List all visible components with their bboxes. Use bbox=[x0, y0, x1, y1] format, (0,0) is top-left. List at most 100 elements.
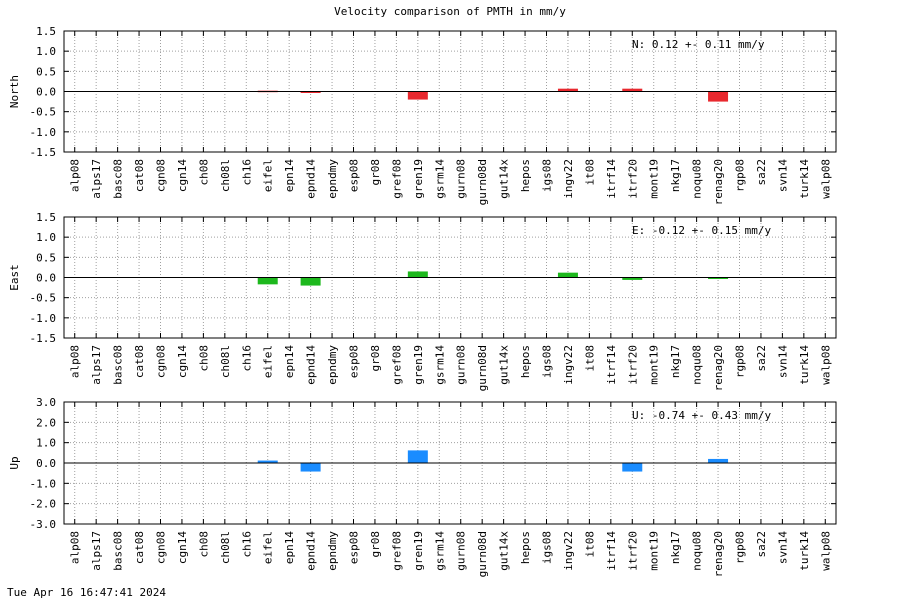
x-tick-label-basc08: basc08 bbox=[112, 159, 125, 199]
x-tick-label-ch08l: ch08l bbox=[219, 345, 232, 378]
bar-epnd14 bbox=[300, 91, 321, 93]
x-tick-label-ch16: ch16 bbox=[240, 159, 253, 186]
x-tick-label-mont19: mont19 bbox=[648, 345, 661, 385]
x-tick-label-gurn08: gurn08 bbox=[455, 345, 468, 385]
x-tick-label-gr08: gr08 bbox=[369, 159, 382, 186]
x-tick-label-cgn14: cgn14 bbox=[176, 159, 189, 192]
x-tick-label-nkg17: nkg17 bbox=[669, 531, 682, 564]
x-tick-label-alp08: alp08 bbox=[69, 159, 82, 192]
x-tick-label-svn14: svn14 bbox=[776, 159, 789, 192]
bar-renag20 bbox=[708, 277, 729, 279]
y-tick-label: 0.5 bbox=[36, 65, 56, 78]
x-tick-label-hepos: hepos bbox=[519, 531, 532, 564]
y-tick-label: 1.0 bbox=[36, 231, 56, 244]
x-tick-label-ingv22: ingv22 bbox=[562, 159, 575, 199]
bar-gren19 bbox=[407, 271, 428, 278]
x-tick-label-hepos: hepos bbox=[519, 159, 532, 192]
bar-ingv22 bbox=[557, 272, 578, 278]
x-tick-label-it08: it08 bbox=[583, 159, 596, 186]
x-tick-label-itrf14: itrf14 bbox=[605, 159, 618, 199]
bar-gren19 bbox=[407, 91, 428, 100]
y-tick-label: -1.5 bbox=[30, 146, 57, 159]
y-tick-label: -0.5 bbox=[30, 292, 57, 305]
x-tick-label-sa22: sa22 bbox=[755, 159, 768, 186]
x-tick-label-gren19: gren19 bbox=[412, 159, 425, 199]
x-tick-label-ch08l: ch08l bbox=[219, 531, 232, 564]
chart-title: Velocity comparison of PMTH in mm/y bbox=[334, 5, 566, 18]
x-tick-label-cgn08: cgn08 bbox=[155, 531, 168, 564]
y-tick-label: 0.0 bbox=[36, 272, 56, 285]
x-tick-label-alp08: alp08 bbox=[69, 345, 82, 378]
x-tick-label-ch16: ch16 bbox=[240, 345, 253, 372]
x-tick-label-ingv22: ingv22 bbox=[562, 531, 575, 571]
bar-itrf20 bbox=[622, 463, 643, 472]
x-tick-label-alps17: alps17 bbox=[90, 345, 103, 385]
x-tick-label-igs08: igs08 bbox=[541, 159, 554, 192]
x-tick-label-cgn08: cgn08 bbox=[155, 159, 168, 192]
x-tick-label-ch08: ch08 bbox=[197, 159, 210, 186]
chart-panel-east: -1.5 -1.0 -0.5 0.0 0.5 1.0 1.5 alp08 alps17 basc0… bbox=[8, 211, 837, 391]
x-tick-label-gurn08d: gurn08d bbox=[476, 531, 489, 577]
y-tick-label: -1.5 bbox=[30, 332, 57, 345]
bar-ingv22 bbox=[557, 88, 578, 92]
x-tick-label-turk14: turk14 bbox=[798, 345, 811, 385]
x-tick-label-itrf20: itrf20 bbox=[626, 345, 639, 385]
x-tick-label-igs08: igs08 bbox=[541, 345, 554, 378]
x-tick-label-gut14x: gut14x bbox=[498, 531, 511, 571]
x-tick-label-noqu08: noqu08 bbox=[691, 345, 704, 385]
x-tick-label-epn14: epn14 bbox=[283, 159, 296, 192]
y-tick-label: -3.0 bbox=[30, 518, 57, 531]
y-tick-label: 2.0 bbox=[36, 416, 56, 429]
y-tick-label: -1.0 bbox=[30, 126, 57, 139]
x-tick-label-renag20: renag20 bbox=[712, 159, 725, 205]
x-tick-label-alps17: alps17 bbox=[90, 531, 103, 571]
chart-panel-north: -1.5 -1.0 -0.5 0.0 0.5 1.0 1.5 alp08 alps17 basc0… bbox=[8, 25, 837, 205]
x-tick-label-ch16: ch16 bbox=[240, 531, 253, 558]
y-tick-label: -1.0 bbox=[30, 312, 57, 325]
x-tick-label-rgp08: rgp08 bbox=[734, 159, 747, 192]
x-tick-label-alps17: alps17 bbox=[90, 159, 103, 199]
x-tick-label-epnd14: epnd14 bbox=[305, 345, 318, 385]
chart-panel-up: -3.0 -2.0 -1.0 0.0 1.0 2.0 3.0 alp08 alps17 basc0… bbox=[8, 396, 837, 577]
y-tick-label: 0.0 bbox=[36, 457, 56, 470]
x-tick-label-cat08: cat08 bbox=[133, 159, 146, 192]
x-tick-label-epn14: epn14 bbox=[283, 345, 296, 378]
x-tick-label-itrf20: itrf20 bbox=[626, 531, 639, 571]
x-tick-label-svn14: svn14 bbox=[776, 345, 789, 378]
timestamp-footer: Tue Apr 16 16:47:41 2024 bbox=[7, 586, 166, 599]
x-tick-label-rgp08: rgp08 bbox=[734, 345, 747, 378]
x-tick-label-esp08: esp08 bbox=[348, 531, 361, 564]
x-tick-label-gref08: gref08 bbox=[390, 159, 403, 199]
x-tick-label-sa22: sa22 bbox=[755, 345, 768, 372]
x-tick-label-nkg17: nkg17 bbox=[669, 345, 682, 378]
y-tick-label: -1.0 bbox=[30, 477, 57, 490]
y-axis-label: East bbox=[8, 264, 21, 291]
x-tick-label-gurn08: gurn08 bbox=[455, 159, 468, 199]
stats-annotation: E: -0.12 +- 0.15 mm/y bbox=[632, 224, 771, 237]
x-tick-label-gsrm14: gsrm14 bbox=[433, 345, 446, 385]
x-tick-label-walp08: walp08 bbox=[819, 531, 832, 571]
x-tick-label-ch08l: ch08l bbox=[219, 159, 232, 192]
x-tick-label-basc08: basc08 bbox=[112, 531, 125, 571]
y-tick-label: -0.5 bbox=[30, 106, 57, 119]
x-tick-label-mont19: mont19 bbox=[648, 531, 661, 571]
x-tick-label-gr08: gr08 bbox=[369, 531, 382, 558]
bar-itrf20 bbox=[622, 277, 643, 280]
x-tick-label-gren19: gren19 bbox=[412, 345, 425, 385]
x-tick-label-esp08: esp08 bbox=[348, 159, 361, 192]
x-tick-label-eifel: eifel bbox=[262, 531, 275, 564]
x-tick-label-ch08: ch08 bbox=[197, 531, 210, 558]
bar-epnd14 bbox=[300, 463, 321, 472]
x-tick-label-it08: it08 bbox=[583, 531, 596, 558]
x-tick-label-gref08: gref08 bbox=[390, 531, 403, 571]
x-tick-label-alp08: alp08 bbox=[69, 531, 82, 564]
x-tick-label-eifel: eifel bbox=[262, 345, 275, 378]
x-tick-label-epn14: epn14 bbox=[283, 531, 296, 564]
x-tick-label-cgn14: cgn14 bbox=[176, 345, 189, 378]
x-tick-label-igs08: igs08 bbox=[541, 531, 554, 564]
x-tick-label-gurn08d: gurn08d bbox=[476, 159, 489, 205]
y-tick-label: 0.0 bbox=[36, 86, 56, 99]
x-tick-label-gren19: gren19 bbox=[412, 531, 425, 571]
x-tick-label-gref08: gref08 bbox=[390, 345, 403, 385]
x-tick-label-renag20: renag20 bbox=[712, 345, 725, 391]
